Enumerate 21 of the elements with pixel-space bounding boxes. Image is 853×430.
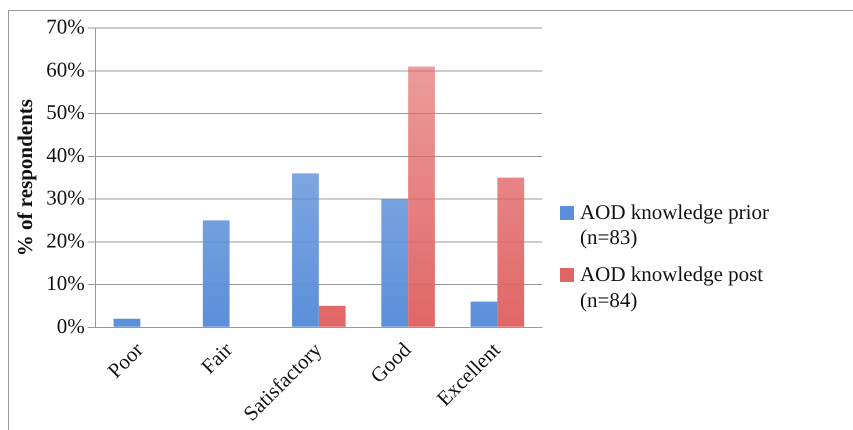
bar (381, 199, 408, 327)
y-tick-label: 0% (56, 314, 85, 338)
bar (470, 302, 498, 327)
y-tick-label: 50% (46, 100, 85, 124)
bar (318, 306, 346, 327)
x-tick-label: Fair (196, 338, 238, 379)
bar (497, 178, 524, 327)
legend-label: AOD knowledge prior (n=83) (580, 200, 770, 250)
bar (292, 173, 319, 327)
y-tick-label: 70% (46, 14, 85, 39)
y-tick-label: 30% (46, 186, 85, 210)
y-tick-label: 40% (46, 142, 85, 167)
y-tick-label: 10% (46, 271, 85, 296)
bar (408, 66, 435, 327)
legend-label: AOD knowledge post (n=84) (580, 262, 764, 313)
y-axis-title: % of respondents (13, 99, 38, 256)
bar (114, 318, 140, 327)
x-tick-label: Poor (102, 338, 148, 383)
y-tick-label: 20% (46, 228, 85, 252)
bar (202, 220, 230, 327)
y-tick-label: 60% (46, 57, 85, 82)
